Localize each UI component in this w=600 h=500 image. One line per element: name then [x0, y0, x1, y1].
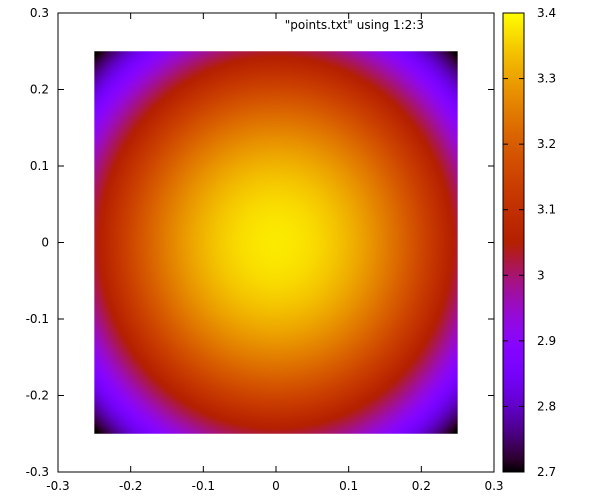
heatmap-surface — [94, 51, 458, 434]
x-axis: -0.3 -0.2 -0.1 0 0.1 0.2 0.3 — [46, 13, 504, 493]
plot-area — [94, 51, 458, 434]
y-axis: -0.3 -0.2 -0.1 0 0.1 0.2 0.3 — [26, 6, 494, 479]
x-tick-label: 0 — [272, 479, 280, 493]
colorbar-gradient — [502, 12, 525, 473]
colorbar-tick-label: 2.7 — [537, 465, 556, 479]
x-tick-label: -0.1 — [192, 479, 215, 493]
x-tick-label: 0.2 — [412, 479, 431, 493]
colorbar — [502, 12, 525, 473]
y-tick-label: 0.3 — [30, 6, 49, 20]
colorbar-axis: 2.7 2.8 2.9 3 3.1 3.2 3.3 3.4 — [503, 6, 556, 479]
colorbar-tick-label: 3 — [537, 268, 545, 282]
colorbar-tick-label: 3.3 — [537, 72, 556, 86]
y-tick-label: 0.1 — [30, 159, 49, 173]
colorbar-tick-label: 2.8 — [537, 399, 556, 413]
x-tick-label: -0.3 — [46, 479, 69, 493]
colorbar-tick-label: 3.4 — [537, 6, 556, 20]
colorbar-tick-label: 3.1 — [537, 203, 556, 217]
y-tick-label: 0 — [41, 236, 49, 250]
y-tick-label: 0.2 — [30, 83, 49, 97]
x-tick-label: 0.3 — [484, 479, 503, 493]
legend-key-label: "points.txt" using 1:2:3 — [285, 18, 424, 32]
y-tick-label: -0.1 — [26, 312, 49, 326]
y-tick-label: -0.2 — [26, 389, 49, 403]
x-tick-label: -0.2 — [119, 479, 142, 493]
x-tick-label: 0.1 — [339, 479, 358, 493]
colorbar-tick-label: 2.9 — [537, 334, 556, 348]
colorbar-tick-label: 3.2 — [537, 137, 556, 151]
y-tick-label: -0.3 — [26, 465, 49, 479]
